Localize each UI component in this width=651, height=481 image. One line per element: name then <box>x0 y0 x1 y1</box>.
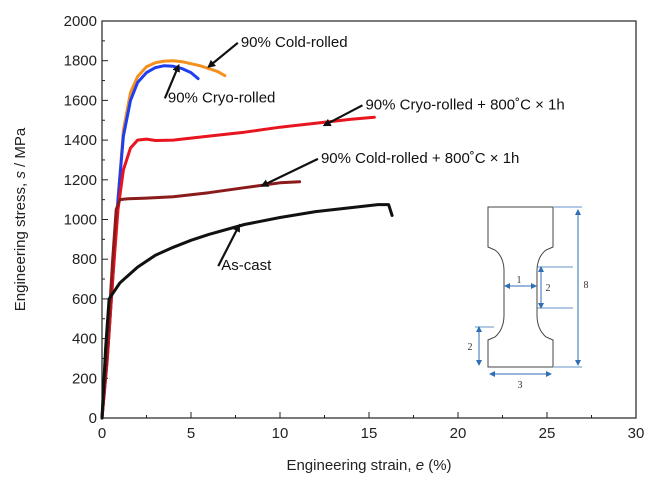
series-line-90-cold-rolled-800-c-1h <box>100 180 302 420</box>
x-tick-label: 0 <box>98 425 106 442</box>
y-axis: 0 200 400 600 800 1000 1200 1400 1600 1800 2000 <box>64 13 108 427</box>
annotation-arrow <box>163 63 180 99</box>
specimen-outline <box>487 206 554 368</box>
dimension-label: 2 <box>546 283 551 294</box>
annotation-label: 90% Cold-rolled + 800˚C × 1h <box>321 150 519 167</box>
y-tick-label: 800 <box>72 251 97 268</box>
annotation-arrow <box>322 104 363 127</box>
annotation-label: 90% Cold-rolled <box>241 34 348 51</box>
y-tick-label: 1200 <box>64 172 97 189</box>
series-line-90-cryo-rolled-800-c-1h <box>100 115 376 420</box>
x-tick-label: 15 <box>361 425 378 442</box>
y-tick-label: 2000 <box>64 13 97 30</box>
dimension-label: 1 <box>517 275 522 286</box>
annotation-label: 90% Cryo-rolled <box>168 89 276 106</box>
x-axis: 0 5 10 15 20 25 30 <box>98 412 645 442</box>
series-line-as-cast <box>100 203 394 420</box>
annotation-arrow <box>260 157 319 187</box>
x-axis-title: Engineering strain, e (%) <box>286 457 451 474</box>
y-tick-label: 400 <box>72 331 97 348</box>
y-tick-label: 0 <box>89 410 97 427</box>
y-tick-label: 600 <box>72 291 97 308</box>
dimension-label: 8 <box>584 280 589 291</box>
annotation-label: As-cast <box>221 257 272 274</box>
y-axis-title: Engineering stress, s / MPa <box>12 127 29 311</box>
plot-area <box>101 20 637 419</box>
x-tick-label: 25 <box>539 425 556 442</box>
y-tick-label: 1000 <box>64 212 97 229</box>
y-tick-label: 200 <box>72 370 97 387</box>
x-tick-label: 5 <box>187 425 195 442</box>
y-tick-label: 1600 <box>64 92 97 109</box>
series-line-90-cold-rolled <box>100 59 227 420</box>
specimen-diagram: 1 2 8 2 3 <box>468 206 589 391</box>
x-tick-label: 10 <box>272 425 289 442</box>
dimension-label: 3 <box>518 380 523 391</box>
y-tick-label: 1800 <box>64 53 97 70</box>
y-tick-label: 1400 <box>64 132 97 149</box>
annotations: 90% Cold-rolled 90% Cryo-rolled 90% Cryo-r… <box>163 34 565 274</box>
x-tick-label: 30 <box>628 425 645 442</box>
dimension-label: 2 <box>468 342 473 353</box>
x-tick-label: 20 <box>450 425 467 442</box>
annotation-arrow <box>217 223 241 267</box>
annotation-arrow <box>207 41 239 68</box>
annotation-label: 90% Cryo-rolled + 800˚C × 1h <box>365 96 564 113</box>
series-lines <box>100 59 394 420</box>
plot-border <box>101 20 637 419</box>
